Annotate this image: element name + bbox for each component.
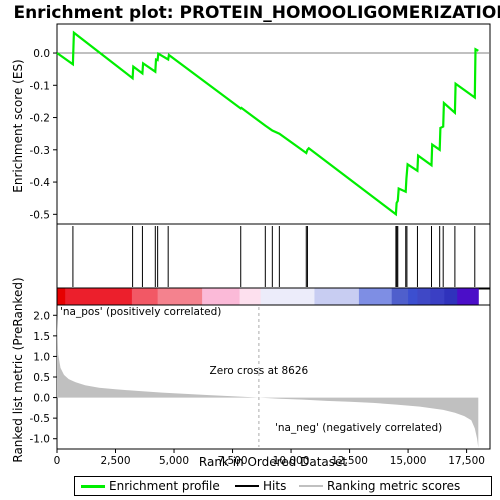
x-tick-label: 12,500 — [331, 455, 368, 467]
x-tick-label: 7,500 — [218, 455, 248, 467]
heat-bar-segment — [417, 288, 431, 305]
metric-y-axis: 2.0 1.5 1.0 0.5 0.0 -0.5 -1.0 — [30, 310, 57, 446]
heat-bar-segment — [239, 288, 262, 305]
metric-tick-label: -1.0 — [30, 434, 51, 446]
hit-markers — [72, 226, 476, 287]
heat-bar-segment — [131, 288, 159, 305]
metric-y-axis-label: Ranked list metric (PreRanked) — [11, 277, 25, 462]
es-tick-label: -0.2 — [30, 113, 51, 125]
enrichment-score-panel: 0.0 -0.1 -0.2 -0.3 -0.4 -0.5 Enrichment score… — [11, 23, 491, 225]
legend: Enrichment profile Hits Ranking metric s… — [74, 476, 492, 496]
heat-bar-segment — [358, 288, 393, 305]
legend-swatch-enrichment — [81, 485, 105, 488]
es-tick-label: 0.0 — [33, 48, 50, 60]
heat-bar-segment — [408, 288, 418, 305]
es-y-axis-label: Enrichment score (ES) — [11, 59, 25, 192]
x-tick-label: 5,000 — [159, 455, 189, 467]
hits-panel — [56, 223, 491, 290]
es-tick-label: -0.1 — [30, 80, 51, 92]
zero-cross-label: Zero cross at 8626 — [210, 365, 309, 377]
metric-tick-label: -0.5 — [30, 413, 51, 425]
legend-swatch-hits — [235, 485, 259, 487]
enrichment-profile-line — [56, 30, 479, 217]
heat-bar-segment — [457, 288, 479, 305]
legend-label-hits: Hits — [263, 479, 287, 493]
heat-bar-segment — [202, 288, 241, 305]
heat-bar-segments — [57, 288, 479, 305]
metric-tick-label: 2.0 — [33, 310, 50, 322]
legend-label-metric: Ranking metric scores — [327, 479, 461, 493]
es-panel-frame — [56, 23, 491, 225]
metric-tick-label: 1.0 — [33, 351, 50, 363]
negative-correlation-label: 'na_neg' (negatively correlated) — [275, 422, 442, 434]
x-axis: 0 2,500 5,000 7,500 10,000 12,500 15,000 17,500 — [54, 449, 485, 467]
heat-bar-segment — [444, 288, 458, 305]
x-tick-label: 0 — [54, 455, 61, 467]
legend-label-enrichment: Enrichment profile — [109, 479, 220, 493]
heat-bar-segment — [65, 288, 133, 305]
hits-panel-frame — [56, 223, 491, 290]
x-tick-label: 2,500 — [100, 455, 130, 467]
es-tick-label: -0.4 — [30, 177, 51, 189]
metric-tick-label: 0.0 — [33, 393, 50, 405]
heat-bar-segment — [391, 288, 409, 305]
es-tick-label: -0.5 — [30, 209, 51, 221]
chart-title: Enrichment plot: PROTEIN_HOMOOLIGOMERIZA… — [13, 3, 500, 23]
heat-bar-segment — [260, 288, 315, 305]
ranked-heat-bar — [56, 287, 491, 306]
ranking-metric-panel: Zero cross at 8626 'na_pos' (positively … — [11, 277, 491, 469]
heat-bar-segment — [314, 288, 360, 305]
x-tick-label: 17,500 — [448, 455, 485, 467]
x-tick-label: 10,000 — [273, 455, 310, 467]
heat-bar-segment — [57, 288, 66, 305]
positive-correlation-label: 'na_pos' (positively correlated) — [60, 306, 221, 318]
x-axis-label: Rank in Ordered Dataset — [199, 455, 347, 469]
metric-tick-label: 1.5 — [33, 331, 50, 343]
es-tick-label: -0.3 — [30, 145, 51, 157]
metric-tick-label: 0.5 — [33, 372, 50, 384]
heat-bar-segment — [157, 288, 203, 305]
legend-swatch-metric — [299, 485, 323, 487]
es-y-axis: 0.0 -0.1 -0.2 -0.3 -0.4 -0.5 — [30, 48, 57, 221]
heat-bar-segment — [430, 288, 445, 305]
x-tick-label: 15,000 — [390, 455, 427, 467]
